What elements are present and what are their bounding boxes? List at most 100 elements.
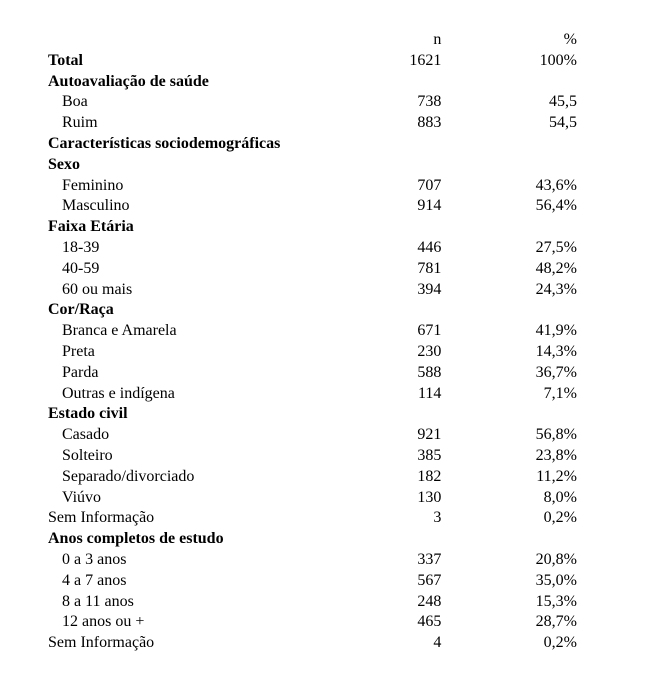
- table-row: Parda58836,7%: [48, 363, 615, 384]
- table-row: Estado civil: [48, 404, 615, 425]
- row-label: Sem Informação: [48, 508, 361, 529]
- row-p: 14,3%: [486, 342, 615, 363]
- row-p: 56,4%: [486, 196, 615, 217]
- row-n: [361, 529, 487, 550]
- row-n: [361, 217, 487, 238]
- table-row: Cor/Raça: [48, 300, 615, 321]
- row-label: Viúvo: [48, 488, 361, 509]
- table-row: Sem Informação40,2%: [48, 633, 615, 654]
- row-label: Autoavaliação de saúde: [48, 72, 361, 93]
- row-p: [486, 217, 615, 238]
- row-p: 23,8%: [486, 446, 615, 467]
- row-label: Feminino: [48, 176, 361, 197]
- row-p: 100%: [486, 51, 615, 72]
- row-p: 41,9%: [486, 321, 615, 342]
- row-p: [486, 404, 615, 425]
- table-row: 8 a 11 anos24815,3%: [48, 592, 615, 613]
- row-n: 182: [361, 467, 487, 488]
- row-label: Branca e Amarela: [48, 321, 361, 342]
- row-p: [486, 72, 615, 93]
- table-row: 18-3944627,5%: [48, 238, 615, 259]
- table-row: Feminino70743,6%: [48, 176, 615, 197]
- table-row: Total1621100%: [48, 51, 615, 72]
- row-n: 248: [361, 592, 487, 613]
- table-row: Ruim88354,5: [48, 113, 615, 134]
- table-row: Preta23014,3%: [48, 342, 615, 363]
- row-label: Solteiro: [48, 446, 361, 467]
- row-n: [361, 134, 487, 155]
- row-n: 921: [361, 425, 487, 446]
- row-n: 337: [361, 550, 487, 571]
- table-row: Casado92156,8%: [48, 425, 615, 446]
- row-label: Parda: [48, 363, 361, 384]
- row-p: 24,3%: [486, 280, 615, 301]
- table-row: Separado/divorciado18211,2%: [48, 467, 615, 488]
- row-p: 56,8%: [486, 425, 615, 446]
- row-label: Estado civil: [48, 404, 361, 425]
- row-label: Masculino: [48, 196, 361, 217]
- table-row: Características sociodemográficas: [48, 134, 615, 155]
- table-row: Anos completos de estudo: [48, 529, 615, 550]
- row-p: [486, 155, 615, 176]
- row-p: 11,2%: [486, 467, 615, 488]
- row-label: 40-59: [48, 259, 361, 280]
- row-n: 446: [361, 238, 487, 259]
- table-row: 12 anos ou +46528,7%: [48, 612, 615, 633]
- row-n: 781: [361, 259, 487, 280]
- row-label: Sexo: [48, 155, 361, 176]
- row-label: Faixa Etária: [48, 217, 361, 238]
- row-n: 465: [361, 612, 487, 633]
- row-p: 43,6%: [486, 176, 615, 197]
- header-n: n: [361, 30, 487, 51]
- row-p: 0,2%: [486, 633, 615, 654]
- row-n: 738: [361, 92, 487, 113]
- row-n: 114: [361, 384, 487, 405]
- row-label: 12 anos ou +: [48, 612, 361, 633]
- row-p: [486, 300, 615, 321]
- row-label: Boa: [48, 92, 361, 113]
- table-row: 4 a 7 anos56735,0%: [48, 571, 615, 592]
- row-p: 7,1%: [486, 384, 615, 405]
- row-label: Outras e indígena: [48, 384, 361, 405]
- row-label: Total: [48, 51, 361, 72]
- row-p: 36,7%: [486, 363, 615, 384]
- row-p: [486, 134, 615, 155]
- row-n: [361, 72, 487, 93]
- table-row: Branca e Amarela67141,9%: [48, 321, 615, 342]
- header-blank: [48, 30, 361, 51]
- row-n: 588: [361, 363, 487, 384]
- row-label: 0 a 3 anos: [48, 550, 361, 571]
- row-p: 20,8%: [486, 550, 615, 571]
- row-label: Separado/divorciado: [48, 467, 361, 488]
- row-n: 914: [361, 196, 487, 217]
- row-label: 60 ou mais: [48, 280, 361, 301]
- table-row: 0 a 3 anos33720,8%: [48, 550, 615, 571]
- row-n: 385: [361, 446, 487, 467]
- table-row: Masculino91456,4%: [48, 196, 615, 217]
- table-row: Solteiro38523,8%: [48, 446, 615, 467]
- row-n: 130: [361, 488, 487, 509]
- row-label: Ruim: [48, 113, 361, 134]
- row-label: Casado: [48, 425, 361, 446]
- table-row: Viúvo1308,0%: [48, 488, 615, 509]
- row-label: Características sociodemográficas: [48, 134, 361, 155]
- row-label: Sem Informação: [48, 633, 361, 654]
- row-p: 15,3%: [486, 592, 615, 613]
- table-row: 40-5978148,2%: [48, 259, 615, 280]
- table-row: Sexo: [48, 155, 615, 176]
- row-p: 35,0%: [486, 571, 615, 592]
- row-p: [486, 529, 615, 550]
- row-n: [361, 155, 487, 176]
- header-p: %: [486, 30, 615, 51]
- row-label: Preta: [48, 342, 361, 363]
- row-p: 45,5: [486, 92, 615, 113]
- table-row: 60 ou mais39424,3%: [48, 280, 615, 301]
- row-p: 27,5%: [486, 238, 615, 259]
- row-p: 54,5: [486, 113, 615, 134]
- row-label: 18-39: [48, 238, 361, 259]
- row-p: 48,2%: [486, 259, 615, 280]
- row-n: [361, 300, 487, 321]
- row-n: 230: [361, 342, 487, 363]
- row-n: 1621: [361, 51, 487, 72]
- table-row: Boa73845,5: [48, 92, 615, 113]
